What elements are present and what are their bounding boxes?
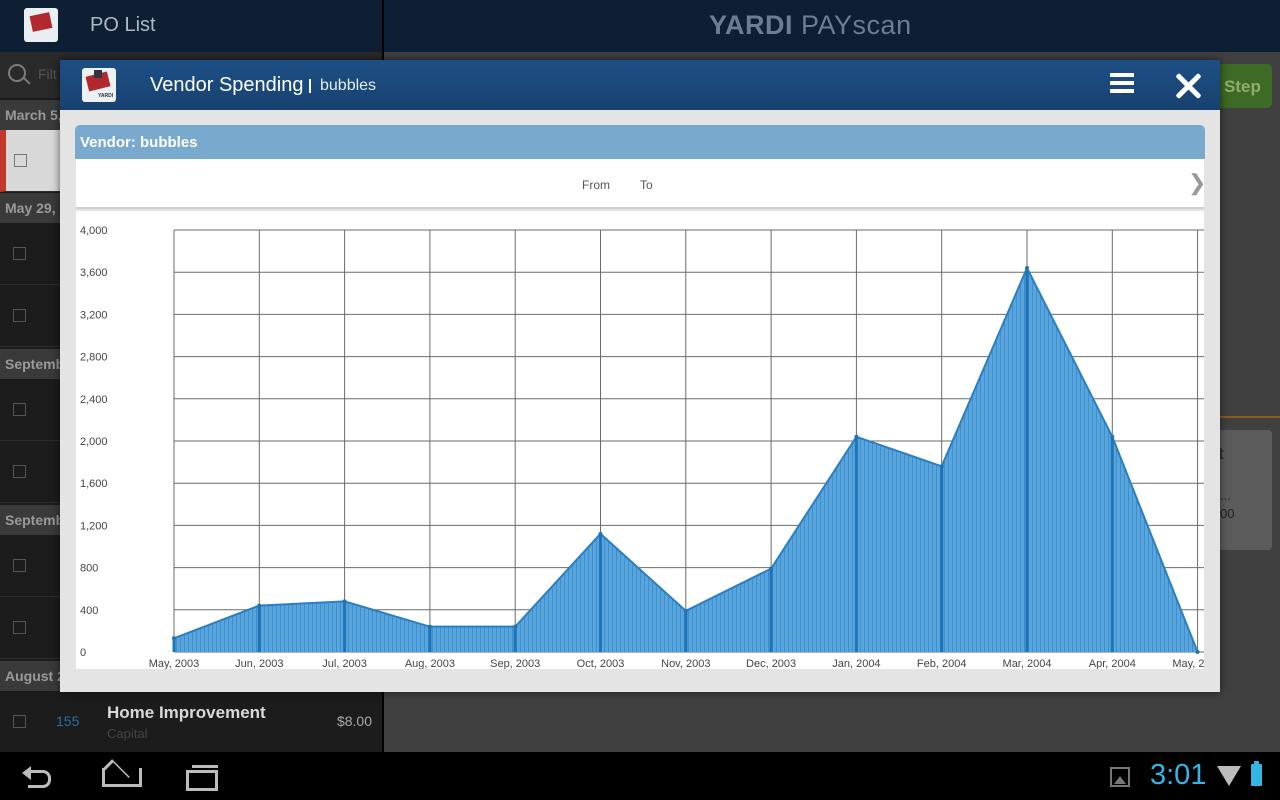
row-checkbox[interactable] — [14, 154, 27, 167]
x-tick-label: Apr, 2004 — [1089, 658, 1136, 669]
card-text: ... — [1220, 488, 1231, 503]
data-point — [172, 636, 176, 641]
search-icon — [8, 64, 26, 82]
data-point — [1025, 265, 1029, 270]
back-icon[interactable] — [10, 760, 70, 792]
po-property: Capital — [107, 726, 148, 741]
data-point — [769, 566, 774, 571]
detail-card: t ... 00 — [1216, 430, 1272, 550]
recent-apps-icon[interactable] — [172, 760, 232, 792]
row-checkbox[interactable] — [13, 465, 26, 478]
divider — [1220, 416, 1280, 418]
po-list-row[interactable]: 155 Home Improvement Capital $8.00 — [0, 691, 382, 753]
x-tick-label: Aug, 2003 — [405, 658, 455, 669]
row-checkbox[interactable] — [13, 309, 26, 322]
y-tick-label: 1,600 — [80, 478, 108, 490]
x-tick-label: Jul, 2003 — [322, 658, 367, 669]
card-heading: t — [1218, 444, 1224, 463]
data-point — [598, 531, 603, 536]
system-navbar: 3:01 — [0, 752, 1280, 800]
app-logo-icon — [24, 8, 58, 42]
vendor-spending-dialog: YARDI Vendor Spending bubbles Vendor: bu… — [60, 60, 1220, 692]
y-tick-label: 2,000 — [80, 436, 108, 448]
po-list-title: PO List — [90, 14, 156, 36]
row-checkbox[interactable] — [13, 247, 26, 260]
y-tick-label: 0 — [80, 647, 86, 659]
po-list-header: PO List — [0, 0, 382, 52]
app-header: YARDI PAYscan — [384, 0, 1280, 52]
y-tick-label: 2,800 — [80, 352, 108, 364]
y-tick-label: 400 — [80, 605, 98, 617]
step-button[interactable]: Step — [1216, 64, 1272, 108]
dialog-subtitle: bubbles — [320, 77, 377, 94]
data-point — [939, 464, 944, 469]
data-point — [427, 624, 432, 629]
x-tick-label: May, 2003 — [149, 658, 200, 669]
x-tick-label: Feb, 2004 — [917, 658, 967, 669]
x-tick-label: Sep, 2003 — [490, 658, 540, 669]
x-tick-label: Dec, 2003 — [746, 658, 796, 669]
data-point — [683, 608, 688, 613]
data-point — [513, 624, 518, 629]
brand-logo: YARDI PAYscan — [709, 10, 912, 40]
title-separator — [309, 79, 311, 93]
x-tick-label: May, 2004 — [1172, 658, 1204, 669]
vendor-label: Vendor: bubbles — [80, 134, 198, 151]
x-tick-label: Nov, 2003 — [661, 658, 710, 669]
x-tick-label: Jun, 2003 — [235, 658, 283, 669]
date-range-bar: From To ❯ — [76, 159, 1207, 209]
filter-placeholder: Filt — [38, 66, 57, 82]
menu-icon[interactable] — [1110, 73, 1134, 95]
dialog-title: Vendor Spending — [150, 74, 304, 96]
to-label[interactable]: To — [640, 178, 653, 192]
wifi-icon — [1217, 766, 1241, 786]
data-point — [854, 434, 859, 439]
row-checkbox[interactable] — [13, 559, 26, 572]
po-vendor-name: Home Improvement — [107, 703, 266, 722]
battery-icon — [1251, 761, 1262, 786]
x-tick-label: Mar, 2004 — [1003, 658, 1052, 669]
y-tick-label: 800 — [80, 563, 98, 575]
row-checkbox[interactable] — [13, 403, 26, 416]
vendor-bar: Vendor: bubbles — [75, 125, 1205, 159]
po-number: 155 — [56, 713, 80, 729]
po-amount: $8.00 — [336, 713, 372, 729]
x-tick-label: Jan, 2004 — [832, 658, 880, 669]
y-tick-label: 1,200 — [80, 520, 108, 532]
chevron-right-icon[interactable]: ❯ — [1188, 170, 1207, 195]
close-icon[interactable] — [1172, 70, 1204, 102]
gallery-notification-icon[interactable] — [1110, 767, 1130, 787]
y-tick-label: 3,200 — [80, 309, 108, 321]
data-point — [1110, 434, 1115, 439]
y-tick-label: 3,600 — [80, 267, 108, 279]
row-checkbox[interactable] — [13, 715, 26, 728]
home-icon[interactable] — [90, 760, 150, 792]
chart-svg: 0 400 800 1,200 1,600 2,000 2,400 2,800 3,200 3,6… — [80, 225, 1204, 669]
yardi-logo-icon: YARDI — [82, 68, 116, 102]
data-point — [1195, 650, 1200, 654]
from-label[interactable]: From — [582, 178, 610, 192]
x-tick-label: Oct, 2003 — [577, 658, 625, 669]
row-checkbox[interactable] — [13, 621, 26, 634]
y-tick-label: 2,400 — [80, 394, 108, 406]
data-point — [342, 599, 347, 604]
data-point — [257, 603, 262, 608]
spending-chart: 0 400 800 1,200 1,600 2,000 2,400 2,800 3,200 3,6… — [76, 211, 1204, 669]
dialog-header: YARDI Vendor Spending bubbles — [60, 60, 1220, 110]
card-amount: 00 — [1220, 506, 1235, 521]
y-tick-label: 4,000 — [80, 225, 108, 237]
status-clock[interactable]: 3:01 — [1150, 759, 1207, 791]
